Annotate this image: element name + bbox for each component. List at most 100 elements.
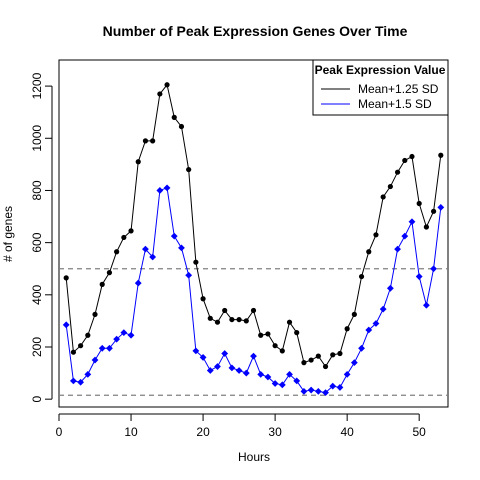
data-point-mean-1-5-sd — [437, 204, 445, 211]
data-point-mean-1-5-sd — [62, 321, 70, 329]
x-tick-label: 20 — [196, 425, 210, 439]
series-line-mean-1-5-sd — [65, 187, 442, 394]
legend-label-mean-1-25-sd: Mean+1.25 SD — [358, 82, 439, 96]
data-point-mean-1-5-sd — [98, 344, 106, 352]
data-point-mean-1-5-sd — [163, 184, 171, 192]
x-tick-label: 0 — [56, 425, 63, 439]
data-point-mean-1-25-sd — [423, 224, 429, 230]
data-point-mean-1-5-sd — [358, 344, 365, 352]
data-point-mean-1-5-sd — [264, 373, 272, 381]
data-point-mean-1-5-sd — [127, 331, 135, 339]
data-point-mean-1-5-sd — [336, 384, 344, 391]
data-point-mean-1-5-sd — [120, 329, 128, 337]
y-tick-label: 0 — [30, 396, 44, 403]
series-points — [62, 82, 445, 397]
x-axis: 0 10 20 30 40 50 — [56, 413, 427, 439]
x-tick-label: 50 — [413, 425, 427, 439]
data-point-mean-1-5-sd — [286, 370, 293, 378]
data-point-mean-1-5-sd — [293, 377, 301, 385]
data-point-mean-1-5-sd — [221, 350, 229, 357]
x-tick-label: 30 — [268, 425, 282, 439]
data-point-mean-1-25-sd — [85, 332, 91, 338]
data-point-mean-1-5-sd — [242, 369, 250, 377]
data-point-mean-1-25-sd — [387, 183, 393, 190]
data-point-mean-1-5-sd — [77, 378, 85, 386]
data-point-mean-1-25-sd — [135, 159, 141, 165]
data-point-mean-1-25-sd — [402, 157, 408, 164]
data-point-mean-1-25-sd — [258, 332, 264, 338]
data-point-mean-1-5-sd — [149, 253, 157, 261]
y-tick-label: 400 — [30, 284, 44, 304]
data-point-mean-1-25-sd — [394, 169, 401, 175]
data-point-mean-1-25-sd — [164, 82, 170, 88]
data-point-mean-1-25-sd — [286, 319, 293, 325]
data-point-mean-1-25-sd — [344, 326, 350, 332]
data-point-mean-1-5-sd — [185, 271, 193, 279]
data-point-mean-1-5-sd — [178, 244, 185, 252]
data-point-mean-1-5-sd — [422, 301, 430, 309]
data-point-mean-1-5-sd — [199, 354, 207, 361]
data-point-mean-1-5-sd — [250, 352, 257, 360]
data-point-mean-1-25-sd — [351, 311, 357, 317]
data-point-mean-1-25-sd — [322, 363, 329, 370]
x-axis-title: Hours — [238, 450, 270, 464]
data-point-mean-1-5-sd — [350, 359, 358, 367]
data-point-mean-1-5-sd — [156, 187, 164, 194]
data-point-mean-1-25-sd — [236, 316, 242, 323]
data-point-mean-1-25-sd — [193, 259, 199, 265]
data-point-mean-1-5-sd — [365, 326, 373, 334]
y-tick-label: 1000 — [30, 125, 44, 152]
data-point-mean-1-25-sd — [171, 114, 177, 120]
data-point-mean-1-5-sd — [214, 363, 221, 370]
data-point-mean-1-25-sd — [186, 166, 192, 173]
data-point-mean-1-25-sd — [438, 152, 444, 158]
data-point-mean-1-25-sd — [373, 232, 379, 238]
data-point-mean-1-25-sd — [200, 296, 206, 302]
data-point-mean-1-5-sd — [314, 387, 322, 395]
data-point-mean-1-25-sd — [358, 273, 365, 280]
data-point-mean-1-5-sd — [408, 218, 416, 226]
data-point-mean-1-25-sd — [78, 343, 84, 349]
data-point-mean-1-25-sd — [214, 319, 221, 325]
data-point-mean-1-5-sd — [113, 335, 121, 343]
data-point-mean-1-5-sd — [228, 364, 236, 372]
data-point-mean-1-25-sd — [207, 315, 213, 321]
x-tick-label: 40 — [340, 425, 354, 439]
data-point-mean-1-25-sd — [250, 307, 257, 314]
data-point-mean-1-25-sd — [121, 234, 127, 241]
chart-title: Number of Peak Expression Genes Over Tim… — [103, 23, 408, 39]
x-tick-label: 10 — [124, 425, 138, 439]
data-point-mean-1-5-sd — [192, 347, 200, 355]
data-point-mean-1-5-sd — [415, 273, 423, 280]
data-point-mean-1-5-sd — [206, 367, 214, 374]
data-point-mean-1-5-sd — [329, 382, 337, 390]
data-point-mean-1-5-sd — [307, 386, 315, 394]
data-point-mean-1-25-sd — [178, 123, 185, 130]
data-point-mean-1-5-sd — [401, 232, 409, 240]
data-point-mean-1-5-sd — [394, 245, 401, 253]
data-point-mean-1-25-sd — [294, 330, 300, 336]
data-point-mean-1-25-sd — [272, 343, 278, 349]
data-point-mean-1-25-sd — [409, 153, 415, 160]
data-point-mean-1-25-sd — [380, 194, 386, 200]
data-point-mean-1-25-sd — [301, 360, 307, 366]
series-line-mean-1-25-sd — [65, 83, 442, 368]
data-point-mean-1-5-sd — [343, 370, 351, 378]
data-point-mean-1-5-sd — [91, 356, 99, 364]
data-point-mean-1-25-sd — [128, 228, 134, 234]
data-point-mean-1-5-sd — [235, 367, 243, 374]
data-point-mean-1-25-sd — [114, 249, 120, 255]
data-point-mean-1-25-sd — [366, 249, 372, 255]
data-point-mean-1-5-sd — [430, 265, 437, 273]
data-point-mean-1-5-sd — [300, 387, 308, 395]
data-point-mean-1-5-sd — [278, 381, 286, 389]
data-point-mean-1-25-sd — [229, 316, 235, 323]
data-point-mean-1-25-sd — [265, 331, 271, 337]
y-axis-title: # of genes — [1, 206, 15, 262]
data-point-mean-1-5-sd — [257, 370, 265, 378]
data-point-mean-1-25-sd — [92, 311, 98, 317]
data-point-mean-1-5-sd — [372, 320, 380, 327]
y-axis: 0 200 400 600 800 1000 1200 — [30, 72, 53, 403]
data-point-mean-1-25-sd — [279, 348, 285, 354]
